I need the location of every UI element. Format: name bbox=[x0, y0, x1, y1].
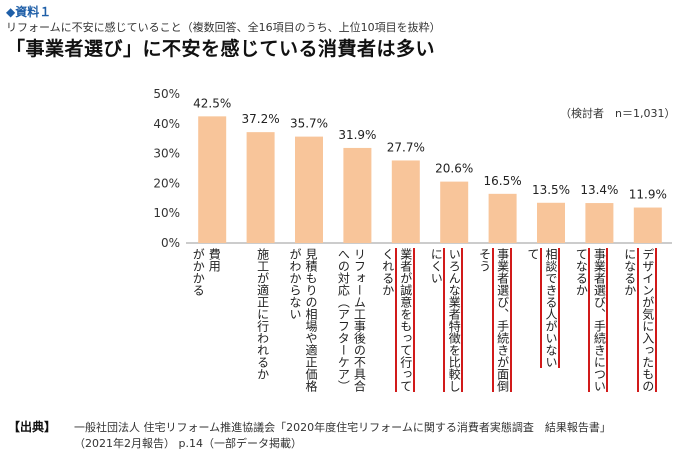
y-tick-label: 0% bbox=[161, 236, 180, 250]
category-label: 事業者選び、手続きが面倒 そう bbox=[478, 248, 512, 392]
y-tick-label: 50% bbox=[153, 87, 180, 101]
category-label: デザインが気に入ったもの になるか bbox=[623, 248, 657, 392]
data-label: 13.5% bbox=[532, 183, 570, 197]
category-label: 費用 がかかる bbox=[191, 248, 222, 296]
y-tick-label: 10% bbox=[153, 206, 180, 220]
y-tick-label: 40% bbox=[153, 117, 180, 131]
source-tag: 【出典】 bbox=[8, 420, 57, 434]
category-label-line: 施工が適正に行われるか bbox=[255, 248, 270, 380]
category-label-line: がかかる bbox=[191, 248, 206, 296]
data-label: 11.9% bbox=[629, 188, 667, 202]
category-label-line: てなるか bbox=[573, 248, 591, 392]
category-label-line: 費用 bbox=[207, 248, 222, 272]
bar bbox=[488, 193, 517, 243]
category-label-line: 事業者選び、手続きが面倒 bbox=[495, 248, 512, 392]
data-label: 13.4% bbox=[580, 183, 618, 197]
category-label: 見積もりの相場や適正価格 がわからない bbox=[288, 248, 318, 392]
bar-chart: 0% 10% 20% 30% 40% 50% 42.5% 37.2% 35.7% 31.9% 27.… bbox=[153, 87, 672, 250]
category-label-line: 業者が誠意をもって行って bbox=[398, 248, 415, 392]
category-label-line: 相談できる人がいない bbox=[544, 248, 560, 368]
bar bbox=[295, 136, 323, 243]
chart-subtitle: リフォームに不安に感じていること（複数回答、全16項目のうち、上位10項目を抜粋… bbox=[6, 21, 441, 34]
category-label-line: になるか bbox=[622, 248, 639, 392]
bar bbox=[585, 203, 614, 243]
data-label: 20.6% bbox=[435, 162, 473, 176]
source-line-2: （2021年2月報告） p.14（一部データ掲載） bbox=[74, 437, 302, 450]
category-label: 相談できる人がいないて bbox=[526, 248, 560, 368]
y-tick-label: 20% bbox=[153, 176, 180, 190]
bar bbox=[343, 147, 372, 243]
category-label-line: がわからない bbox=[288, 248, 302, 320]
data-label: 35.7% bbox=[290, 117, 328, 131]
bar bbox=[246, 132, 275, 243]
category-label-line: くれるか bbox=[380, 248, 397, 392]
source-line-1: 一般社団法人 住宅リフォーム推進協議会「2020年度住宅リフォームに関する消費者… bbox=[74, 421, 611, 434]
category-label-line: デザインが気に入ったもの bbox=[640, 248, 657, 392]
bar bbox=[198, 116, 227, 243]
data-label: 37.2% bbox=[242, 112, 280, 126]
category-label-line: への対応（アフターケア） bbox=[336, 248, 351, 392]
data-label: 16.5% bbox=[484, 174, 522, 188]
category-label-line: 事業者選び、手続きについ bbox=[592, 248, 609, 392]
category-label-line: リフォーム工事後の不具合 bbox=[352, 248, 367, 392]
category-label: いろんな業者特徴を比較し にくい bbox=[429, 248, 464, 392]
category-label-line: 見積もりの相場や適正価格 bbox=[304, 248, 318, 392]
category-label: 業者が誠意をもって行って くれるか bbox=[381, 248, 415, 392]
data-label: 42.5% bbox=[193, 96, 231, 110]
y-tick-label: 30% bbox=[153, 147, 180, 161]
bar bbox=[633, 207, 662, 243]
data-label: 27.7% bbox=[387, 140, 425, 154]
sample-note: （検討者 n＝1,031） bbox=[560, 107, 676, 120]
bar bbox=[440, 181, 469, 243]
chart-headline: 「事業者選び」に不安を感じている消費者は多い bbox=[6, 38, 436, 60]
category-label-line: て bbox=[525, 248, 542, 368]
section-tag: ◆資料１ bbox=[6, 5, 52, 19]
category-label-line: にくい bbox=[428, 248, 446, 392]
category-label: 施工が適正に行われるか bbox=[252, 248, 270, 380]
category-label: リフォーム工事後の不具合 への対応（アフターケア） bbox=[336, 248, 367, 392]
bar bbox=[391, 160, 420, 243]
category-label-line: いろんな業者特徴を比較し bbox=[447, 248, 464, 392]
category-label: 事業者選び、手続きについ てなるか bbox=[574, 248, 609, 392]
bar bbox=[537, 202, 565, 243]
category-label-line: そう bbox=[477, 248, 494, 392]
data-label: 31.9% bbox=[338, 128, 376, 142]
